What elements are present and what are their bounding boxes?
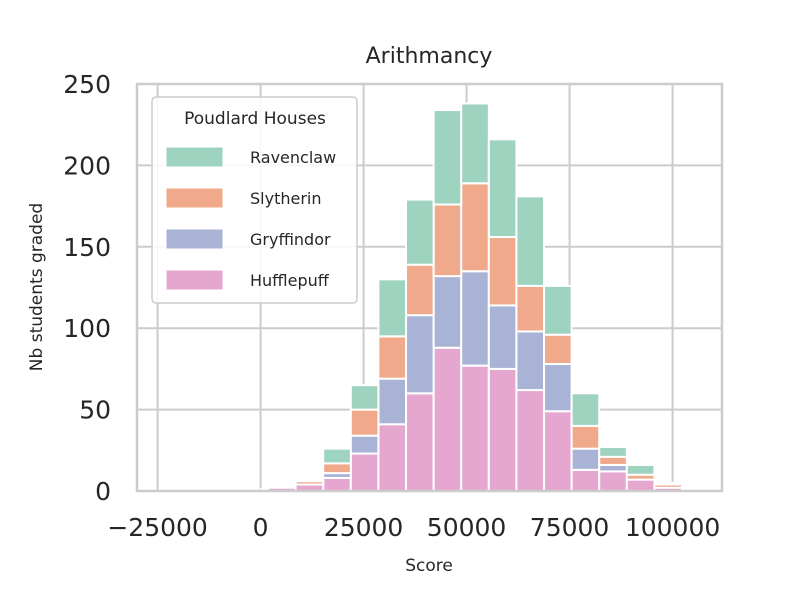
y-axis-label: Nb students graded [27,203,47,371]
histogram-bar-slytherin [598,455,628,466]
histogram-bar-gryffindor [515,330,546,392]
histogram-bar-ravenclaw [625,463,656,476]
histogram-bar-gryffindor [460,270,490,367]
histogram-bar-ravenclaw [543,284,573,336]
histogram-bar-gryffindor [405,314,435,395]
histogram-bar-gryffindor [349,434,380,455]
histogram-bar-ravenclaw [681,485,711,489]
histogram-bar-hufflepuff [625,478,656,493]
y-tick-label: 150 [63,233,111,262]
legend: Poudlard Houses Ravenclaw Slytherin Gryffi… [151,96,358,304]
x-tick-label: 75000 [530,513,610,542]
histogram-bar-slytherin [487,236,518,307]
histogram-bar-hufflepuff [570,468,601,492]
plot-frame [135,82,724,493]
histogram-bar-slytherin [349,408,380,437]
y-tick-label: 100 [63,314,111,343]
histogram-bar-slytherin [294,480,325,486]
histogram-bar-ravenclaw [377,278,408,338]
histogram-bar-gryffindor [570,447,601,471]
x-tick-label: 25000 [324,513,404,542]
axis-ticks: −25000 0 25000 50000 75000 100000 0 50 100 150 200… [63,70,720,542]
x-tick-label: 100000 [625,513,720,542]
histogram-bar-hufflepuff [598,470,628,492]
histogram-bar-gryffindor [432,275,463,349]
histogram-bar-slytherin [432,203,463,278]
histogram-bar-ravenclaw [598,446,628,458]
histogram-bar-ravenclaw [515,195,546,287]
histogram-bar-ravenclaw [570,392,601,427]
legend-swatch-slytherin [165,187,224,209]
legend-entries: Ravenclaw Slytherin Gryffindor Hufflepuff [165,146,336,291]
legend-label-gryffindor: Gryffindor [250,230,331,249]
histogram-bars [239,102,711,493]
histogram-bar-ravenclaw [349,384,380,411]
histogram-bar-slytherin [322,462,352,475]
y-tick-label: 0 [95,477,111,506]
histogram-bar-hufflepuff [405,392,435,493]
histogram-bar-slytherin [405,263,435,317]
histogram-bar-slytherin [460,182,490,273]
histogram-bar-gryffindor [543,363,573,413]
x-tick-label: 50000 [427,513,507,542]
legend-swatch-ravenclaw [165,146,224,168]
histogram-bar-gryffindor [377,377,408,426]
histogram-bar-hufflepuff [432,346,463,492]
chart-title: Arithmancy [366,44,493,69]
histogram-bar-hufflepuff [543,410,573,492]
x-tick-label: −25000 [107,513,207,542]
histogram-bar-slytherin [570,424,601,450]
histogram-bar-slytherin [543,333,573,366]
histogram-bar-hufflepuff [487,367,518,492]
histogram-bar-hufflepuff [377,423,408,493]
legend-label-ravenclaw: Ravenclaw [250,148,336,167]
legend-label-slytherin: Slytherin [250,189,322,208]
histogram-bar-hufflepuff [349,452,380,492]
legend-swatch-hufflepuff [165,269,224,291]
y-tick-label: 200 [63,151,111,180]
histogram-bar-hufflepuff [515,389,546,492]
y-tick-label: 50 [79,396,111,425]
histogram-bar-ravenclaw [405,198,435,266]
y-tick-label: 250 [63,70,111,99]
histogram-bar-ravenclaw [322,447,352,465]
x-tick-label: 0 [253,513,269,542]
histogram-bar-hufflepuff [460,364,490,493]
histogram-bar-ravenclaw [432,109,463,206]
legend-label-hufflepuff: Hufflepuff [250,271,330,290]
histogram-bar-ravenclaw [653,481,684,486]
x-axis-label: Score [405,556,453,576]
legend-swatch-gryffindor [165,228,224,250]
histogram-bar-gryffindor [487,304,518,370]
histogram-bar-ravenclaw [460,102,490,185]
histogram-bar-hufflepuff [322,476,352,493]
legend-title: Poudlard Houses [184,109,326,129]
histogram-bar-slytherin [377,335,408,380]
histogram-bar-ravenclaw [487,138,518,239]
histogram-bar-slytherin [515,284,546,333]
